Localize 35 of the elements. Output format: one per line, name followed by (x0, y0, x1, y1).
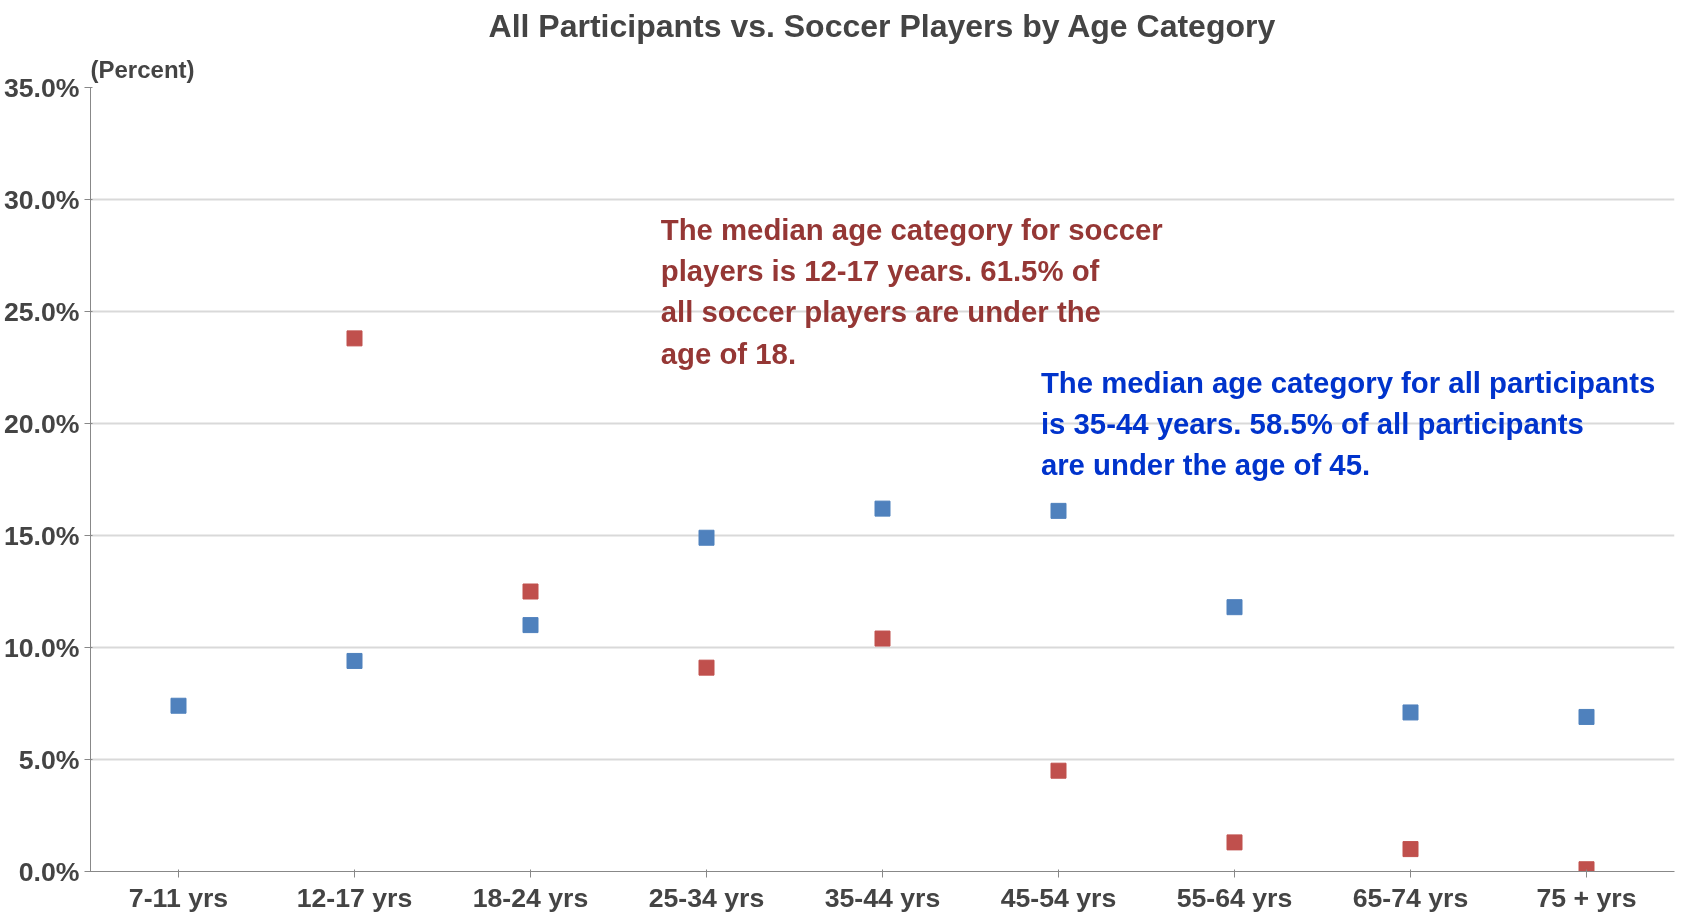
y-tick-label: 35.0% (3, 72, 80, 103)
y-tick-label: 20.0% (3, 408, 80, 439)
y-tick-label: 15.0% (3, 520, 80, 551)
point (1402, 841, 1419, 858)
point (874, 500, 891, 517)
point (698, 529, 715, 546)
y-tick-label: 10.0% (3, 632, 80, 663)
y-tick-label: 0.0% (18, 856, 80, 887)
x-tick-label: 55-64 yrs (1176, 882, 1293, 913)
y-tick-label: 30.0% (3, 184, 80, 215)
x-tick-label: 7-11 yrs (128, 882, 229, 913)
x-tick-label: 25-34 yrs (648, 882, 765, 913)
x-tick-label: 12-17 yrs (296, 882, 413, 913)
x-tick-label: 75 + yrs (1536, 882, 1637, 913)
chart-title: All Participants vs. Soccer Players by Age Category (488, 7, 1276, 44)
point (522, 617, 539, 634)
y-tick-label: 5.0% (18, 744, 80, 775)
point (698, 659, 715, 676)
y-axis-title: (Percent) (90, 55, 195, 83)
y-tick-label: 25.0% (3, 296, 80, 327)
point (1578, 708, 1595, 725)
point (170, 697, 187, 714)
point (1402, 704, 1419, 721)
point (1226, 834, 1243, 851)
point (346, 652, 363, 669)
x-tick-label: 35-44 yrs (824, 882, 941, 913)
x-tick-label: 18-24 yrs (472, 882, 589, 913)
point (1226, 599, 1243, 616)
x-tick-label: 45-54 yrs (1000, 882, 1117, 913)
x-tick-label: 65-74 yrs (1352, 882, 1469, 913)
point (1050, 762, 1067, 779)
point (522, 583, 539, 600)
point (874, 630, 891, 647)
point (1050, 502, 1067, 519)
point (346, 330, 363, 347)
